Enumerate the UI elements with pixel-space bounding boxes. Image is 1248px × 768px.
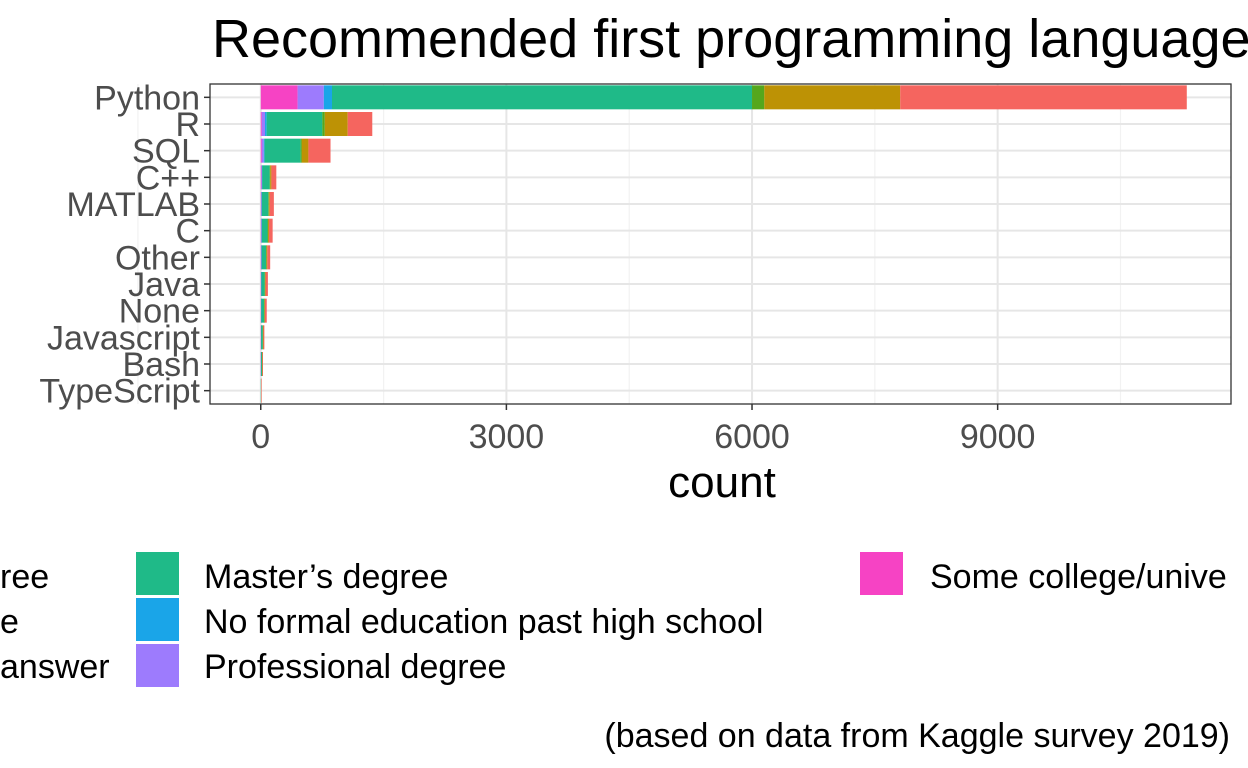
y-tick-label: MATLAB (66, 186, 200, 224)
bar-segment-javascript (261, 325, 263, 350)
bar-segment-r (266, 112, 323, 136)
x-tick-label: 9000 (960, 418, 1036, 456)
bar-segment-matlab (261, 192, 262, 216)
y-tick-label: None (119, 293, 200, 331)
y-tick-label: SQL (132, 133, 200, 171)
bar-segment-sql (263, 138, 265, 163)
bar-segment-r (324, 112, 348, 136)
bar-segment-python (752, 85, 765, 110)
bar-segment-c- (262, 165, 270, 190)
plot-panel-background (210, 84, 1231, 404)
y-tick-label: Javascript (47, 319, 201, 357)
bar-segment-other (266, 245, 268, 270)
y-tick-label: Python (94, 79, 200, 117)
bar-segment-javascript (262, 325, 264, 350)
bar-segment-python (260, 85, 298, 110)
x-tick-label: 0 (251, 418, 270, 456)
bar-segment-bash (262, 352, 263, 376)
legend-key (136, 552, 179, 595)
bar-segment-c (261, 218, 262, 243)
y-tick-label: Bash (123, 346, 201, 384)
legend-key (136, 644, 179, 687)
bar-segment-c (267, 218, 269, 243)
bar-segment-c- (270, 165, 272, 190)
bar-segment-c- (260, 165, 262, 190)
bar-segment-none (261, 298, 265, 323)
bar-segment-c (260, 218, 262, 243)
bar-segment-sql (301, 138, 309, 163)
bar-segment-c- (271, 165, 277, 190)
bar-segment-other (260, 245, 262, 270)
bar-segment-matlab (260, 192, 262, 216)
y-tick-label: Java (128, 266, 200, 304)
bar-segment-python (297, 85, 324, 110)
bar-segment-javascript (263, 325, 265, 350)
bar-segment-r (322, 112, 325, 136)
bar-segment-python (900, 85, 1187, 110)
bar-segment-matlab (269, 192, 274, 216)
legend: ree e answer Master’s degree No formal educa… (0, 552, 1227, 687)
bar-segment-sql (261, 138, 264, 163)
y-tick-label: TypeScript (39, 373, 200, 411)
bar-segment-c (267, 218, 269, 243)
y-tick-label: Other (115, 239, 200, 277)
bar-segment-java (264, 272, 266, 296)
legend-label: e (0, 603, 19, 641)
legend-label: ree (0, 558, 49, 596)
bar-segment-matlab (261, 192, 269, 216)
legend-label: No formal education past high school (204, 603, 763, 641)
bar-segment-r (347, 112, 373, 136)
bar-segment-sql (300, 138, 302, 163)
plot-panel-border (209, 83, 1232, 405)
bar-segment-sql (264, 138, 301, 163)
bar-segment-c (261, 218, 268, 243)
bar-segment-other (261, 245, 262, 270)
bar-segment-java (261, 272, 265, 296)
legend-key (860, 552, 903, 595)
bar-segment-c- (261, 165, 263, 190)
x-tick-label: 6000 (714, 418, 790, 456)
bar-segment-r (261, 112, 266, 136)
bar-segment-none (264, 298, 265, 323)
chart-title: Recommended first programming language (212, 9, 1248, 69)
bar-segment-other (267, 245, 271, 270)
y-tick-label: R (175, 106, 200, 144)
bar-segment-other (261, 245, 267, 270)
bar-segment-python (323, 85, 332, 110)
legend-label: Professional degree (204, 648, 506, 686)
y-tick-label: C++ (136, 159, 200, 197)
legend-label: answer (0, 648, 110, 686)
chart-caption: (based on data from Kaggle survey 2019) (604, 717, 1230, 755)
legend-key (136, 598, 179, 641)
bar-segment-matlab (268, 192, 269, 216)
legend-label: Master’s degree (204, 558, 448, 596)
bar-segment-other (266, 245, 267, 270)
x-axis-label: count (668, 458, 776, 507)
bar-segment-sql (260, 138, 262, 163)
bar-segment-c- (269, 165, 271, 190)
bar-segment-java (265, 272, 268, 296)
bar-segment-bash (261, 352, 262, 376)
bar-segment-r (265, 112, 267, 136)
bar-segment-matlab (268, 192, 270, 216)
bar-segment-none (264, 298, 267, 323)
bar-segment-python (331, 85, 753, 110)
bar-segment-sql (308, 138, 331, 163)
bar-segment-typescript (261, 378, 262, 403)
bar-segment-r (260, 112, 262, 136)
x-tick-label: 3000 (469, 418, 545, 456)
y-tick-label: C (175, 213, 200, 251)
bar-segment-python (764, 85, 901, 110)
legend-label: Some college/unive (930, 558, 1227, 596)
bar-segment-c (268, 218, 273, 243)
plot-area: PythonRSQLC++MATLABCOtherJavaNoneJavascr… (39, 79, 1232, 456)
bar-segment-c- (261, 165, 262, 190)
